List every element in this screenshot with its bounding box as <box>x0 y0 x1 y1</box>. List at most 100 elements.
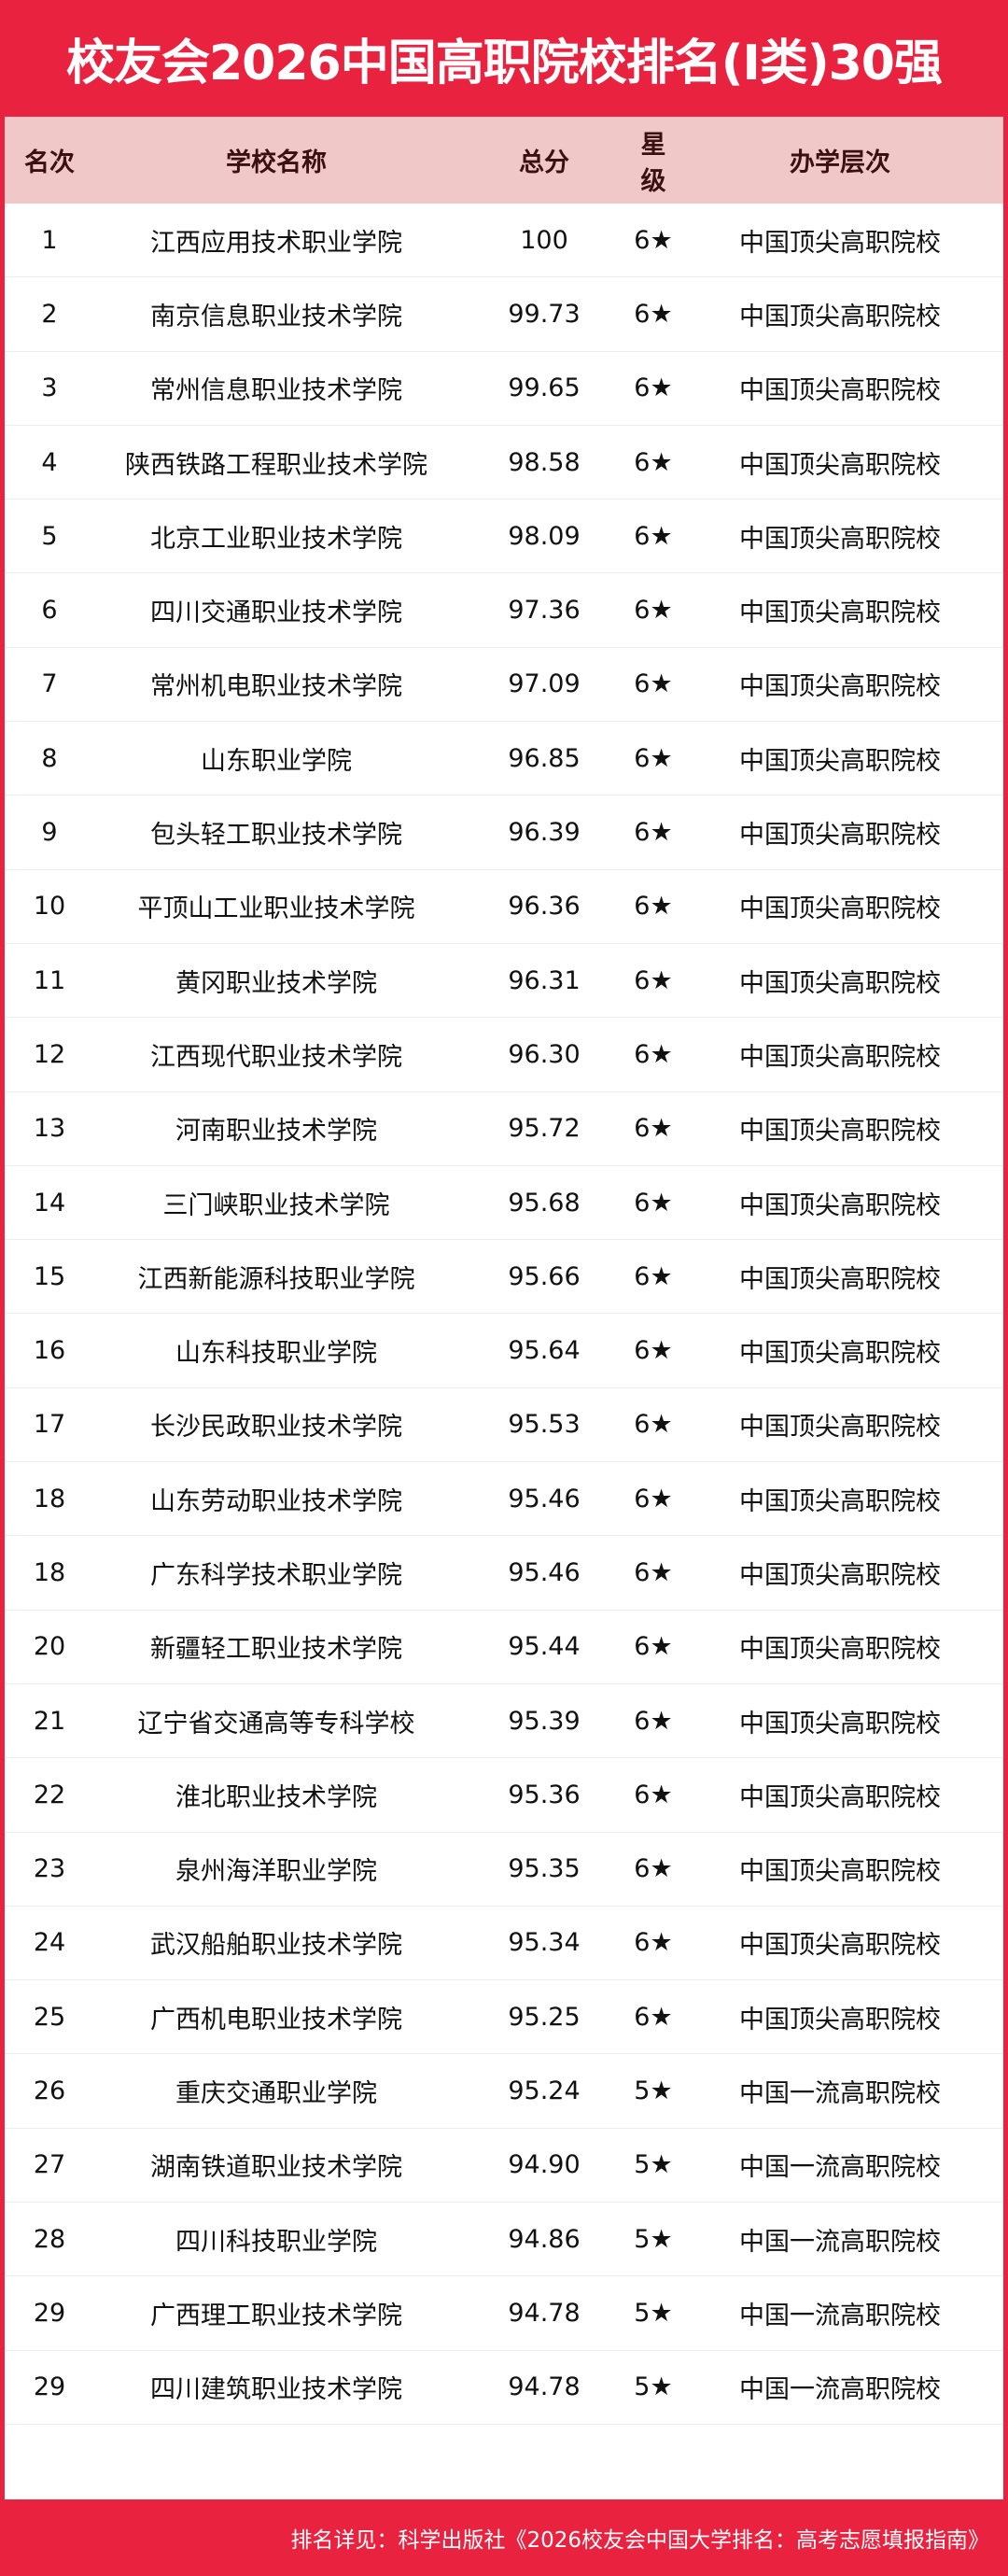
cell-rank: 27 <box>33 2150 66 2180</box>
table-row: 12 江西现代职业技术学院 96.30 6★ 中国顶尖高职院校 <box>5 1018 1003 1092</box>
table-row: 3 常州信息职业技术学院 99.65 6★ 中国顶尖高职院校 <box>5 352 1003 426</box>
cell-school-name: 包头轻工职业技术学院 <box>150 821 402 851</box>
cell-score: 95.53 <box>508 1410 581 1440</box>
cell-level: 中国顶尖高职院校 <box>739 968 941 998</box>
cell-stars: 5★ <box>634 2298 673 2328</box>
cell-rank: 10 <box>33 892 66 922</box>
header-stars: 星级 <box>640 130 666 196</box>
cell-score: 98.58 <box>508 447 581 477</box>
cell-level: 中国顶尖高职院校 <box>739 450 941 480</box>
cell-score: 95.35 <box>508 1854 581 1884</box>
cell-rank: 14 <box>33 1188 66 1218</box>
cell-level: 中国顶尖高职院校 <box>739 1931 941 1961</box>
cell-rank: 9 <box>41 818 58 848</box>
cell-school-name: 北京工业职业技术学院 <box>150 524 402 554</box>
cell-rank: 7 <box>41 669 58 699</box>
cell-level: 中国顶尖高职院校 <box>739 1413 941 1443</box>
cell-rank: 29 <box>33 2372 66 2402</box>
table-row: 8 山东职业学院 96.85 6★ 中国顶尖高职院校 <box>5 722 1003 796</box>
cell-school-name: 山东科技职业学院 <box>175 1339 377 1369</box>
ranking-table: 名次 学校名称 总分 星级 办学层次 1 江西应用技术职业学院 100 6★ 中国顶尖高… <box>5 117 1003 2499</box>
cell-stars: 6★ <box>634 1928 673 1958</box>
cell-school-name: 泉州海洋职业学院 <box>175 1857 377 1887</box>
cell-score: 94.78 <box>508 2298 581 2328</box>
cell-stars: 5★ <box>634 2150 673 2180</box>
cell-rank: 2 <box>41 299 58 329</box>
table-row: 9 包头轻工职业技术学院 96.39 6★ 中国顶尖高职院校 <box>5 795 1003 870</box>
cell-rank: 3 <box>41 373 58 403</box>
cell-school-name: 江西新能源科技职业学院 <box>137 1264 415 1294</box>
cell-stars: 5★ <box>634 2224 673 2254</box>
cell-level: 中国顶尖高职院校 <box>739 672 941 702</box>
source-note: 排名详见：科学出版社《2026校友会中国大学排名：高考志愿填报指南》 <box>290 2528 989 2553</box>
cell-school-name: 河南职业技术学院 <box>175 1117 377 1147</box>
cell-stars: 6★ <box>634 1410 673 1440</box>
cell-score: 96.85 <box>508 743 581 773</box>
cell-school-name: 南京信息职业技术学院 <box>150 302 402 331</box>
cell-level: 中国一流高职院校 <box>739 2301 941 2330</box>
cell-score: 95.72 <box>508 1114 581 1144</box>
table-row: 28 四川科技职业学院 94.86 5★ 中国一流高职院校 <box>5 2203 1003 2277</box>
table-body: 1 江西应用技术职业学院 100 6★ 中国顶尖高职院校 2 南京信息职业技术学院 99.73… <box>5 204 1003 2425</box>
cell-rank: 23 <box>33 1854 66 1884</box>
cell-level: 中国顶尖高职院校 <box>739 1782 941 1812</box>
cell-rank: 29 <box>33 2298 66 2328</box>
cell-score: 96.39 <box>508 818 581 848</box>
cell-level: 中国顶尖高职院校 <box>739 598 941 628</box>
cell-level: 中国顶尖高职院校 <box>739 894 941 924</box>
cell-school-name: 山东劳动职业技术学院 <box>150 1486 402 1516</box>
cell-stars: 6★ <box>634 225 673 255</box>
cell-stars: 6★ <box>634 1854 673 1884</box>
cell-stars: 6★ <box>634 1261 673 1291</box>
cell-rank: 24 <box>33 1928 66 1958</box>
cell-level: 中国顶尖高职院校 <box>739 1339 941 1369</box>
cell-school-name: 长沙民政职业技术学院 <box>150 1413 402 1443</box>
cell-stars: 6★ <box>634 892 673 922</box>
cell-stars: 6★ <box>634 1484 673 1513</box>
table-row: 18 广东科学技术职业学院 95.46 6★ 中国顶尖高职院校 <box>5 1536 1003 1611</box>
cell-stars: 6★ <box>634 669 673 699</box>
cell-stars: 6★ <box>634 1188 673 1218</box>
cell-score: 97.09 <box>508 669 581 699</box>
cell-school-name: 四川交通职业技术学院 <box>150 598 402 628</box>
cell-score: 95.46 <box>508 1484 581 1513</box>
cell-school-name: 江西应用技术职业学院 <box>150 228 402 258</box>
cell-school-name: 黄冈职业技术学院 <box>175 968 377 998</box>
cell-school-name: 陕西铁路工程职业技术学院 <box>125 450 427 480</box>
cell-rank: 1 <box>41 225 58 255</box>
table-row: 15 江西新能源科技职业学院 95.66 6★ 中国顶尖高职院校 <box>5 1240 1003 1315</box>
cell-level: 中国顶尖高职院校 <box>739 2005 941 2034</box>
table-row: 26 重庆交通职业学院 95.24 5★ 中国一流高职院校 <box>5 2054 1003 2129</box>
cell-score: 96.36 <box>508 892 581 922</box>
cell-stars: 6★ <box>634 1706 673 1736</box>
table-row: 20 新疆轻工职业技术学院 95.44 6★ 中国顶尖高职院校 <box>5 1611 1003 1684</box>
cell-rank: 6 <box>41 596 58 626</box>
cell-score: 99.65 <box>508 373 581 403</box>
cell-level: 中国顶尖高职院校 <box>739 1560 941 1590</box>
table-row: 21 辽宁省交通高等专科学校 95.39 6★ 中国顶尖高职院校 <box>5 1684 1003 1759</box>
table-row: 25 广西机电职业技术学院 95.25 6★ 中国顶尖高职院校 <box>5 1980 1003 2055</box>
cell-level: 中国顶尖高职院校 <box>739 1635 941 1665</box>
cell-level: 中国顶尖高职院校 <box>739 821 941 851</box>
cell-level: 中国顶尖高职院校 <box>739 746 941 776</box>
cell-level: 中国顶尖高职院校 <box>739 1190 941 1220</box>
cell-school-name: 常州机电职业技术学院 <box>150 672 402 702</box>
cell-rank: 28 <box>33 2224 66 2254</box>
cell-rank: 8 <box>41 743 58 773</box>
cell-rank: 18 <box>33 1484 66 1513</box>
table-row: 4 陕西铁路工程职业技术学院 98.58 6★ 中国顶尖高职院校 <box>5 426 1003 500</box>
cell-school-name: 新疆轻工职业技术学院 <box>150 1635 402 1665</box>
cell-school-name: 平顶山工业职业技术学院 <box>137 894 415 924</box>
cell-rank: 18 <box>33 1557 66 1587</box>
cell-stars: 6★ <box>634 1336 673 1366</box>
cell-rank: 5 <box>41 521 58 551</box>
table-row: 2 南京信息职业技术学院 99.73 6★ 中国顶尖高职院校 <box>5 277 1003 352</box>
cell-score: 95.25 <box>508 2002 581 2032</box>
cell-score: 95.36 <box>508 1780 581 1809</box>
page-title: 校友会2026中国高职院校排名(I类)30强 <box>66 35 943 91</box>
cell-rank: 15 <box>33 1261 66 1291</box>
cell-school-name: 广西机电职业技术学院 <box>150 2005 402 2034</box>
cell-score: 94.78 <box>508 2372 581 2402</box>
table-row: 18 山东劳动职业技术学院 95.46 6★ 中国顶尖高职院校 <box>5 1462 1003 1537</box>
cell-score: 95.24 <box>508 2076 581 2106</box>
